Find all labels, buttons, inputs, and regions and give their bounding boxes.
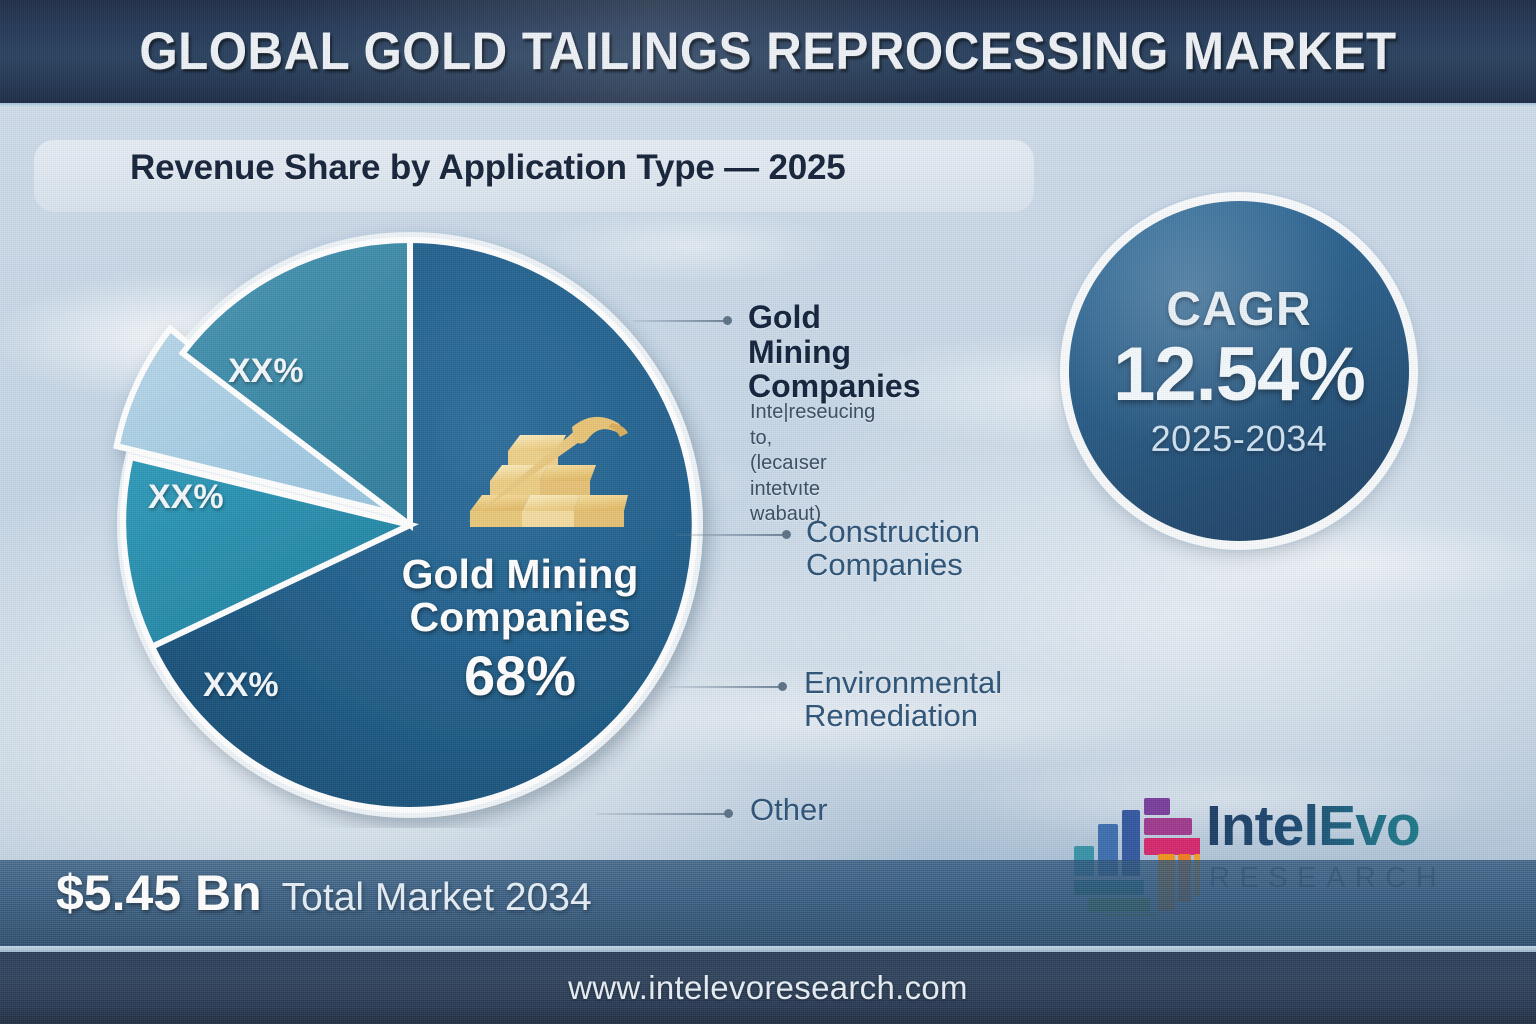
- legend-label-construction-line1: Construction: [806, 514, 981, 549]
- leader-dot-construction: [782, 530, 791, 539]
- leader-dot-environmental: [778, 682, 787, 691]
- header-underline: [0, 103, 1536, 108]
- cagr-label: CAGR: [1166, 282, 1312, 336]
- header-band: [0, 0, 1536, 103]
- legend-label-gold-mining-line1: Gold Mining: [748, 299, 852, 370]
- stat-band: [0, 860, 1536, 946]
- logo-name: IntelEvo: [1206, 798, 1446, 855]
- cagr-value: 12.54%: [1113, 331, 1366, 417]
- legend-label-construction-line2: Companies: [806, 547, 963, 583]
- header-sheen: [0, 0, 1536, 103]
- chart-subtitle: Revenue Share by Application Type — 2025: [130, 148, 846, 187]
- page-title: GLOBAL GOLD TAILINGS REPROCESSING MARKET: [139, 22, 1397, 81]
- footer-grain: [0, 952, 1536, 1024]
- cagr-years: 2025-2034: [1150, 418, 1328, 460]
- legend-sub-gold-mining-line2: (lecaıser intetvıte wabaut): [750, 452, 827, 526]
- legend-label-other: Other: [750, 792, 828, 827]
- total-market-stat: $5.45 Bn Total Market 2034: [56, 864, 592, 922]
- legend-label-environmental: Environmental Remediation: [804, 666, 1002, 733]
- pie-chart: [90, 218, 730, 828]
- stat-band-grain: [0, 860, 1536, 946]
- legend-sub-gold-mining: Inte|reseucing to, (lecaıser intetvıte w…: [750, 400, 875, 528]
- legend-label-environmental-line2: Remediation: [804, 698, 979, 734]
- cagr-badge-grain: [1069, 201, 1409, 541]
- legend-label-construction: Construction Companies: [806, 515, 980, 582]
- subtitle-panel: [34, 140, 1034, 212]
- legend-label-other-line1: Other: [750, 792, 828, 827]
- header-grain: [0, 0, 1536, 103]
- legend-sub-gold-mining-line1: Inte|reseucing to,: [750, 401, 876, 449]
- footer-url[interactable]: www.intelevoresearch.com: [568, 969, 968, 1006]
- cagr-badge: CAGR 12.54% 2025-2034: [1069, 201, 1409, 541]
- pie-slice-gold-mining: [147, 236, 698, 813]
- pie-chart-svg: [113, 232, 703, 818]
- stat-caption: Total Market 2034: [281, 876, 592, 919]
- legend-label-gold-mining-line2: Companies: [748, 368, 921, 405]
- legend-label-environmental-line1: Environmental: [804, 665, 1003, 700]
- pie-slice-environmental: [113, 324, 398, 517]
- pie-slice-construction: [178, 236, 413, 532]
- legend-label-gold-mining: Gold Mining Companies: [748, 300, 920, 404]
- pie-slices: [113, 232, 703, 818]
- footer-band: [0, 952, 1536, 1024]
- pie-slice-other: [120, 453, 419, 651]
- stat-value: $5.45 Bn: [56, 865, 262, 921]
- footer-divider: [0, 946, 1536, 952]
